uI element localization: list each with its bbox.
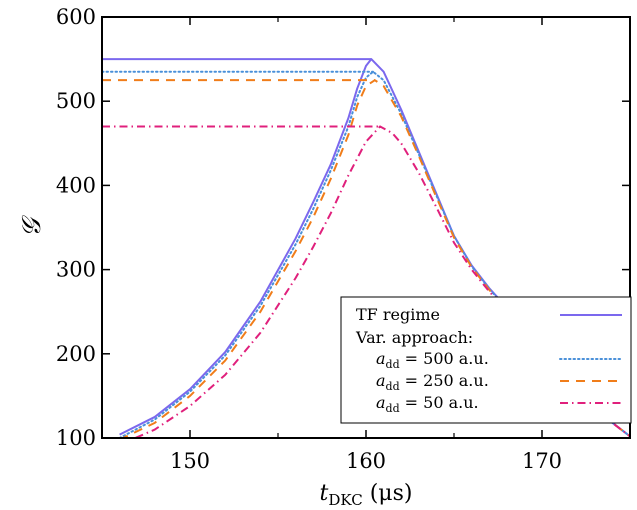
legend-label-var-header: Var. approach: (355, 328, 473, 347)
legend-label-tf: TF regime (356, 305, 440, 324)
ticks-layer: 150 160 170 100 200 300 400 500 600 (56, 5, 631, 473)
legend-label-250: add = 250 a.u. (376, 371, 489, 393)
legend-label-500-value: = 500 a.u. (405, 349, 489, 368)
legend-label-250-prefix: a (376, 371, 386, 390)
legend-label-50-sub: dd (386, 402, 400, 415)
legend-label-250-value: = 250 a.u. (405, 371, 489, 390)
y-tick-label: 500 (56, 89, 96, 113)
x-tick-label: 160 (346, 449, 386, 473)
y-tick-label: 300 (56, 258, 96, 282)
x-axis-label-main: t (320, 481, 329, 506)
series-2-curve (120, 79, 630, 438)
x-tick-label: 170 (522, 449, 562, 473)
x-axis-label-sub: DKC (328, 491, 362, 509)
y-tick-label: 100 (56, 426, 96, 450)
x-axis-label: tDKC (μs) (320, 481, 413, 509)
legend-label-500-sub: dd (386, 358, 400, 371)
legend-label-500-prefix: a (376, 349, 386, 368)
legend-label-50-value: = 50 a.u. (405, 393, 479, 412)
y-tick-label: 400 (56, 173, 96, 197)
y-tick-label: 600 (56, 5, 96, 29)
legend-label-500: add = 500 a.u. (376, 349, 489, 371)
y-tick-label: 200 (56, 342, 96, 366)
legend-label-50-prefix: a (376, 393, 386, 412)
legend-label-250-sub: dd (386, 380, 400, 393)
x-axis-label-unit: (μs) (363, 481, 413, 506)
legend: TF regime Var. approach: add = 500 a.u. a… (340, 296, 632, 424)
y-axis-label: 𝒢 (17, 214, 47, 237)
legend-label-50: add = 50 a.u. (376, 393, 479, 415)
x-tick-label: 150 (170, 449, 210, 473)
